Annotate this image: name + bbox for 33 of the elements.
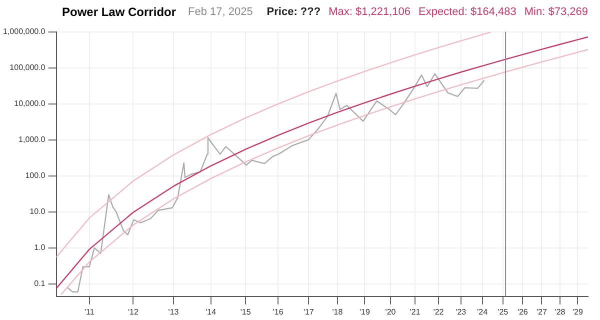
x-tick-label: '15: [240, 307, 252, 316]
text: Expected: $164,483: [418, 6, 516, 18]
x-tick-label: '23: [456, 307, 467, 316]
x-tick-label: '16: [272, 307, 284, 316]
x-tick-label: '22: [433, 307, 444, 316]
y-tick-label: 0.1: [34, 279, 46, 288]
x-tick-label: '26: [517, 307, 528, 316]
y-tick-label: 1,000,000.0: [2, 27, 46, 36]
y-tick-label: 10,000.0: [14, 99, 46, 108]
text: Price: ???: [266, 6, 321, 18]
x-tick-label: '27: [536, 307, 548, 316]
x-tick-label: '29: [572, 307, 584, 316]
x-tick-label: '18: [332, 307, 344, 316]
y-tick-label: 10.0: [30, 207, 46, 216]
y-tick-label: 1,000.0: [18, 135, 46, 144]
x-tick-label: '12: [128, 307, 139, 316]
text: Min: $73,269: [524, 6, 588, 18]
chart-title: Power Law Corridor: [62, 5, 176, 19]
x-tick-label: '11: [84, 307, 95, 316]
y-tick-label: 1.0: [34, 243, 46, 252]
y-tick-label: 100,000.0: [10, 63, 46, 72]
y-tick-label: 100.0: [25, 171, 46, 180]
x-tick-label: '28: [554, 307, 566, 316]
x-tick-label: '21: [410, 307, 421, 316]
x-tick-label: '14: [206, 307, 217, 316]
chart-subtitle: Feb 17, 2025: [188, 6, 253, 18]
x-tick-label: '19: [359, 307, 370, 316]
x-tick-label: '13: [168, 307, 180, 316]
x-tick-label: '17: [303, 307, 314, 316]
x-tick-label: '24: [477, 307, 488, 316]
x-tick-label: '25: [498, 307, 509, 316]
text: Max: $1,221,106: [328, 6, 411, 18]
x-tick-label: '20: [385, 307, 396, 316]
